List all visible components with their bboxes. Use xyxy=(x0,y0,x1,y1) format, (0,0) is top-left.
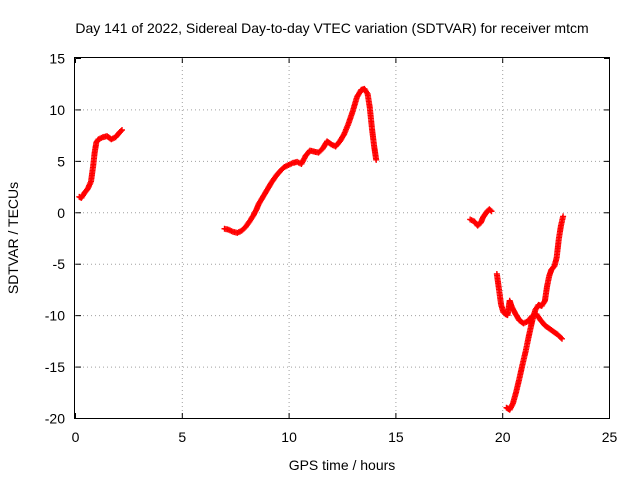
data-point xyxy=(118,127,125,133)
y-tick-label: 10 xyxy=(49,102,65,118)
series-arc-4 xyxy=(493,271,566,342)
y-tick-label: -20 xyxy=(45,411,65,427)
y-tick-label: 5 xyxy=(57,153,65,169)
x-tick-label: 0 xyxy=(72,429,80,445)
x-tick-label: 25 xyxy=(602,429,618,445)
series-arc-3 xyxy=(467,206,495,229)
data-points xyxy=(76,85,567,413)
data-point xyxy=(559,335,566,342)
data-point xyxy=(373,156,380,163)
data-point xyxy=(488,208,495,215)
grid xyxy=(75,58,609,418)
y-axis-label: SDTVAR / TECUs xyxy=(5,182,21,294)
x-tick-label: 15 xyxy=(388,429,404,445)
y-tick-label: 0 xyxy=(57,205,65,221)
plot-frame xyxy=(74,57,610,419)
chart-title: Day 141 of 2022, Sidereal Day-to-day VTE… xyxy=(75,20,588,36)
x-tick-label: 5 xyxy=(178,429,186,445)
x-axis-label: GPS time / hours xyxy=(289,457,396,473)
y-tick-label: 15 xyxy=(49,51,65,67)
data-point xyxy=(541,299,548,306)
series-arc-5 xyxy=(503,213,567,413)
series-arc-1 xyxy=(76,127,125,201)
y-tick-label: -10 xyxy=(45,308,65,324)
y-tick-label: -15 xyxy=(45,359,65,375)
data-point xyxy=(557,334,564,341)
data-point xyxy=(560,213,567,220)
series-arc-2 xyxy=(221,85,380,236)
axis-ticks: 0 5 10 15 20 25 15 10 5 0 -5 -10 -15 -20 xyxy=(45,51,618,446)
data-point xyxy=(363,89,370,96)
x-tick-label: 10 xyxy=(281,429,297,445)
data-point xyxy=(117,128,124,135)
y-tick-label: -5 xyxy=(53,256,66,272)
x-tick-label: 20 xyxy=(495,429,511,445)
data-point xyxy=(487,207,494,214)
